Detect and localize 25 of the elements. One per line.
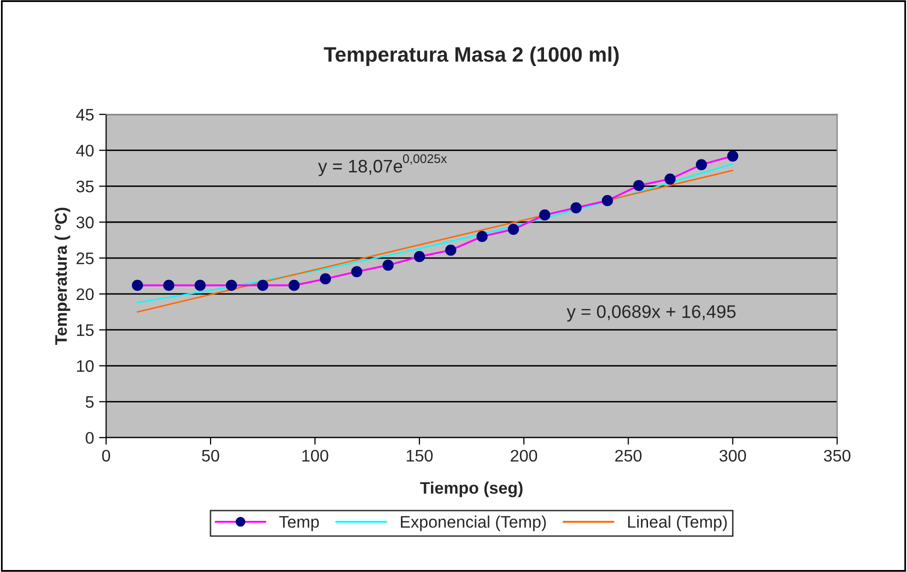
y-axis-title: Temperatura ( ºC) (54, 208, 70, 345)
y-tick-label: 40 (76, 144, 94, 157)
x-tick-label: 100 (302, 450, 328, 462)
y-tick-label: 0 (86, 432, 94, 444)
x-tick-label: 250 (615, 450, 642, 462)
x-tick-label: 150 (406, 450, 433, 462)
y-tick-label: 30 (76, 216, 94, 228)
y-tick-label: 10 (77, 360, 94, 372)
y-tick-label: 25 (76, 252, 94, 264)
annotation: y = 0,0689x + 16,495 (566, 305, 736, 322)
y-tick-label: 45 (76, 108, 94, 121)
legend-label: Lineal (Temp) (628, 516, 727, 532)
legend-label: Temp (279, 516, 319, 532)
y-tick-label: 35 (76, 180, 94, 192)
y-tick-label: 5 (86, 396, 94, 408)
chart-title: Temperatura Masa 2 (1000 ml) (324, 46, 619, 66)
y-tick-label: 20 (76, 288, 94, 300)
legend-label: Exponencial (Temp) (400, 516, 546, 532)
y-tick-label: 15 (77, 324, 94, 336)
x-tick-label: 350 (824, 450, 850, 462)
x-tick-label: 0 (102, 450, 110, 462)
x-tick-label: 200 (510, 450, 538, 462)
x-tick-label: 300 (719, 450, 746, 462)
x-tick-label: 50 (202, 450, 220, 462)
x-axis-title: Tiempo (seg) (420, 482, 523, 498)
